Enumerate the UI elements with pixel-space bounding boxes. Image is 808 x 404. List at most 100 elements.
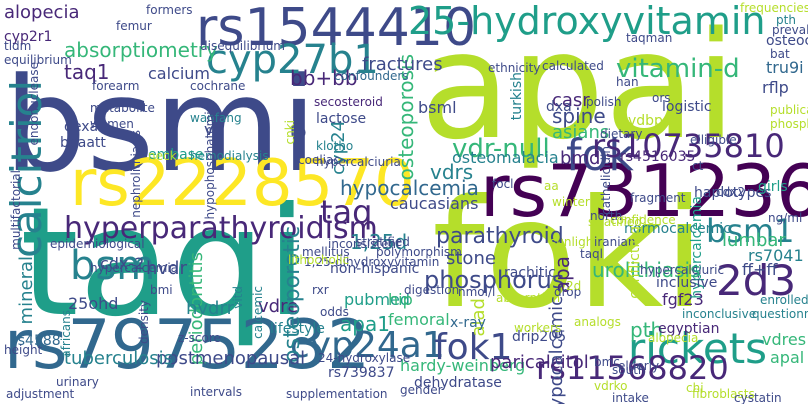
word-fractures: fractures xyxy=(362,54,443,75)
word-iranian: iranian xyxy=(594,235,636,249)
word-lithocholic: lithocholic xyxy=(288,253,350,267)
word-taqman: taqman xyxy=(626,31,673,45)
word-forearm: forearm xyxy=(92,79,140,93)
word-lumbar: lumbar xyxy=(722,230,786,251)
word-absorptiometry: absorptiometry xyxy=(64,38,218,62)
word-publication: publication xyxy=(770,103,808,117)
word-alopecia: alopecia xyxy=(648,331,699,345)
word-polish: polish xyxy=(586,95,622,109)
word-hypocalcemic: hypocalcemic xyxy=(546,296,567,404)
word-cnki: cnki xyxy=(283,120,297,145)
word-nephrolithiasis: nephrolithiasis xyxy=(129,130,143,218)
word-spine: spine xyxy=(552,104,606,128)
word-adjustment: adjustment xyxy=(6,387,75,401)
word-coeliac: coeliac xyxy=(298,153,340,167)
word-x-ray: x-ray xyxy=(450,315,486,331)
word-klotho: klotho xyxy=(316,139,354,153)
word-stratified: stratified xyxy=(588,215,642,229)
word-hvdrr: hvdrr xyxy=(186,298,234,319)
word-equilibrium: equilibrium xyxy=(4,53,72,67)
word-confidence: confidence xyxy=(610,213,676,227)
word-caucasians: caucasians xyxy=(390,194,479,213)
word-inconclusive: inconclusive xyxy=(682,307,757,321)
word-enrolled: enrolled xyxy=(760,293,808,307)
word-vitd: vitd xyxy=(231,286,245,309)
word-calcium: calcium xyxy=(148,64,211,83)
word-polymorphism: polymorphism xyxy=(376,245,462,259)
word-rs10735810: rs10735810 xyxy=(592,127,785,165)
word-fibroblasts: fibroblasts xyxy=(692,387,755,401)
word-odds: odds xyxy=(320,305,349,319)
word-cyp24a1: cyp24a1 xyxy=(290,325,445,366)
word-casr: casr xyxy=(552,90,590,111)
word-1-25-dihydroxyvitamin: 1,25-dihydroxyvitamin xyxy=(304,255,440,269)
word-tuberculosis: tuberculosis xyxy=(64,348,174,369)
word-fok: fok xyxy=(566,130,634,181)
word-osteomalacia: osteomalacia xyxy=(452,148,559,167)
word-urolithiasis: urolithiasis xyxy=(592,258,701,282)
word-z-score: z-score xyxy=(178,331,221,345)
word-bsmi: bsmi xyxy=(4,49,318,201)
word-mellitus: mellitus xyxy=(302,245,350,259)
word-rs1544410: rs1544410 xyxy=(196,0,477,58)
word-vdr-null: vdr-null xyxy=(452,134,550,164)
word-workers: workers xyxy=(514,321,562,335)
word-hemodialysis: hemodialysis xyxy=(190,149,269,163)
word-focl: focl xyxy=(492,177,514,191)
word-disequilibrium: disequilibrium xyxy=(200,39,285,53)
word-fgf23: fgf23 xyxy=(662,290,704,309)
word-bmi: bmi xyxy=(150,283,173,297)
word-tldm: tldm xyxy=(4,39,32,53)
word-hypophosphatemia: hypophosphatemia xyxy=(203,104,217,220)
word-parathyroid: parathyroid xyxy=(436,224,564,249)
word-turkish: turkish xyxy=(509,72,525,121)
word-femur: femur xyxy=(116,19,152,33)
word-women: women xyxy=(90,117,134,131)
word-vdbp: vdbp xyxy=(628,113,663,129)
word-frequencies: frequencies xyxy=(740,1,808,15)
word-vdrko: vdrko xyxy=(594,379,628,393)
word-formers: formers xyxy=(146,3,193,17)
word-epidemiological: epidemiological xyxy=(50,237,145,251)
word-hardy-weinberg: hardy-weinberg xyxy=(400,356,526,375)
word-nmol-l: nmol/l xyxy=(458,285,496,299)
word-rflp: rflp xyxy=(762,78,789,97)
word-intervals: intervals xyxy=(190,385,243,399)
word-wanfang: wanfang xyxy=(190,111,242,125)
word-vd: vd xyxy=(204,120,224,139)
word-haplotypes: haplotypes xyxy=(694,185,772,201)
word-asians: asians xyxy=(552,122,610,143)
word-rs739837: rs739837 xyxy=(328,365,395,381)
word-25-hydroxyvitamin: 25-hydroxyvitamin xyxy=(408,0,766,43)
word-endonuclease: endonuclease xyxy=(27,62,41,146)
word-bmd: bmd xyxy=(560,148,601,169)
word-stratified: stratified xyxy=(356,235,410,249)
word-absorption: absorption xyxy=(496,291,561,305)
word-stone: stone xyxy=(446,248,496,269)
word-elderly: elderly xyxy=(618,359,660,373)
word-rs7975232: rs7975232 xyxy=(4,306,371,385)
word-metabolite: metabolite xyxy=(90,101,155,115)
word-phosphate: phosphate xyxy=(770,117,808,131)
word-cdx2: cdx2 xyxy=(716,185,745,199)
word-taql: taql xyxy=(580,247,604,261)
word-alopecia: alopecia xyxy=(4,2,80,23)
word-hypercalciuria: hypercalciuria xyxy=(316,155,401,169)
word-2d3: 2d3 xyxy=(716,256,797,305)
word-confounders: confounders xyxy=(334,69,409,83)
word-han: han xyxy=(616,75,639,89)
word-phosphorus: phosphorus xyxy=(424,266,565,294)
word-embase: embase xyxy=(148,147,204,163)
word-prevalence: prevalence xyxy=(772,23,808,37)
word-mineral: mineral xyxy=(16,256,37,325)
word-hypercalciuric: hypercalciuric xyxy=(640,263,725,277)
word-hyperparathyroidism: hyperparathyroidism xyxy=(64,211,378,246)
word-rs2228570: rs2228570 xyxy=(70,147,415,221)
word-bbaatt: bbaatt xyxy=(60,135,106,151)
word-cochrane: cochrane xyxy=(190,79,246,93)
word-taq: taq xyxy=(320,193,373,231)
word-cystatin: cystatin xyxy=(734,391,782,404)
word-bsm: bsm xyxy=(70,243,156,289)
word-fragment: fragment xyxy=(630,191,686,205)
word-foki: foki xyxy=(432,168,706,342)
